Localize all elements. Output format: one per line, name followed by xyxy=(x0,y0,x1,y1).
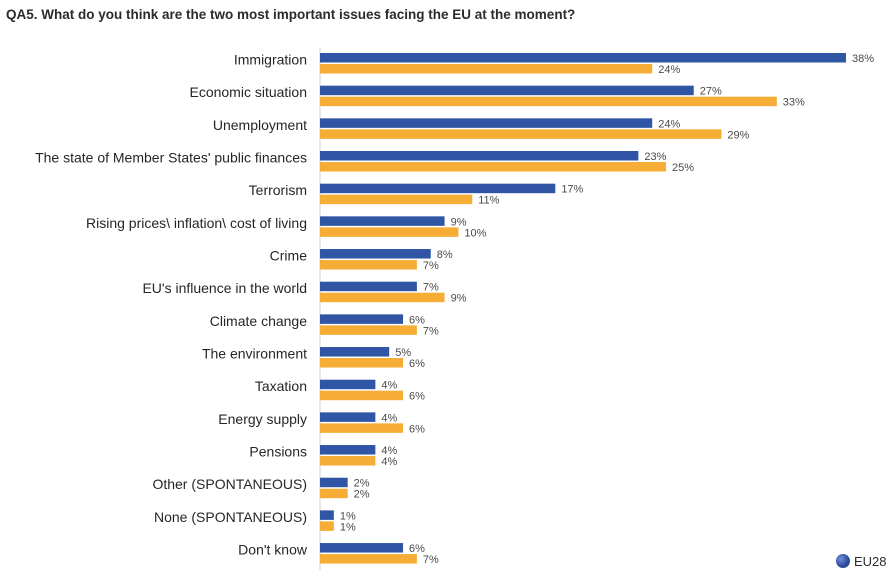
category-label: Pensions xyxy=(249,444,307,460)
data-label: 38% xyxy=(852,53,874,65)
bar-series-1 xyxy=(320,347,390,357)
data-label: 7% xyxy=(423,282,439,294)
category-label: EU's influence in the world xyxy=(142,280,307,296)
category-label: Economic situation xyxy=(189,84,307,100)
bar-series-2 xyxy=(320,456,376,466)
bar-series-1 xyxy=(320,183,556,194)
chart-title: QA5. What do you think are the two most … xyxy=(6,7,576,22)
bar-series-1 xyxy=(320,314,404,324)
bar-series-2 xyxy=(320,390,404,401)
bar-series-1 xyxy=(320,118,653,128)
data-label: 17% xyxy=(561,184,583,196)
bar-series-1 xyxy=(320,477,348,488)
bar-series-2 xyxy=(320,554,417,564)
bar-series-1 xyxy=(320,510,334,520)
legend-label: EU28 xyxy=(854,553,887,569)
data-label: 9% xyxy=(451,216,467,228)
category-label: Other (SPONTANEOUS) xyxy=(152,476,307,492)
category-label: None (SPONTANEOUS) xyxy=(154,509,307,525)
data-label: 7% xyxy=(423,554,439,566)
data-label: 5% xyxy=(395,347,411,359)
data-label: 6% xyxy=(409,314,425,326)
bar-series-1 xyxy=(320,85,694,96)
data-label: 7% xyxy=(423,260,439,272)
data-label: 1% xyxy=(340,510,356,522)
data-label: 10% xyxy=(464,227,486,239)
category-label: The state of Member States' public finan… xyxy=(35,150,307,166)
bar-series-2 xyxy=(320,64,653,74)
bar-series-1 xyxy=(320,151,639,161)
bar-series-2 xyxy=(320,162,667,172)
bar-series-1 xyxy=(320,412,376,422)
data-label: 24% xyxy=(658,118,680,130)
bar-series-2 xyxy=(320,260,417,270)
bar-series-2 xyxy=(320,521,334,531)
data-label: 33% xyxy=(783,97,805,109)
bar-series-2 xyxy=(320,325,417,335)
category-label: Immigration xyxy=(234,52,307,68)
data-label: 6% xyxy=(409,543,425,555)
bar-series-2 xyxy=(320,358,404,368)
data-label: 27% xyxy=(700,86,722,98)
labels-layer: Immigration 38% 24% Economic situation 27% 33… xyxy=(35,52,874,567)
bar-series-1 xyxy=(320,379,376,390)
data-label: 7% xyxy=(423,325,439,337)
bar-series-2 xyxy=(320,227,459,237)
category-label: Climate change xyxy=(210,313,307,329)
bars-layer xyxy=(320,53,846,564)
legend: EU28 xyxy=(836,552,887,570)
data-label: 4% xyxy=(381,380,397,392)
category-label: Rising prices\ inflation\ cost of living xyxy=(86,215,307,231)
data-label: 25% xyxy=(672,162,694,174)
category-label: Taxation xyxy=(255,378,307,394)
data-label: 6% xyxy=(409,423,425,435)
bar-series-2 xyxy=(320,292,445,303)
category-label: Unemployment xyxy=(213,117,307,133)
bar-series-2 xyxy=(320,488,348,499)
data-label: 6% xyxy=(409,391,425,403)
data-label: 29% xyxy=(727,129,749,141)
data-label: 4% xyxy=(381,412,397,424)
bar-series-1 xyxy=(320,445,376,455)
category-label: Don't know xyxy=(238,542,308,558)
bar-series-2 xyxy=(320,96,777,107)
bar-series-1 xyxy=(320,249,431,259)
data-label: 8% xyxy=(437,249,453,261)
bar-series-2 xyxy=(320,129,722,139)
data-label: 4% xyxy=(381,445,397,457)
data-label: 2% xyxy=(354,489,370,501)
data-label: 6% xyxy=(409,358,425,370)
data-label: 1% xyxy=(340,521,356,533)
globe-icon xyxy=(836,554,850,568)
data-label: 23% xyxy=(644,151,666,163)
data-label: 2% xyxy=(354,478,370,490)
bar-series-2 xyxy=(320,194,473,205)
category-label: The environment xyxy=(202,346,307,362)
bar-series-1 xyxy=(320,53,846,63)
bar-series-1 xyxy=(320,216,445,226)
category-label: Energy supply xyxy=(218,411,307,427)
bar-series-2 xyxy=(320,423,404,433)
data-label: 4% xyxy=(381,456,397,468)
data-label: 11% xyxy=(478,195,499,207)
bar-series-1 xyxy=(320,543,404,553)
bar-series-1 xyxy=(320,281,417,292)
data-label: 9% xyxy=(451,293,467,305)
category-label: Terrorism xyxy=(249,182,307,198)
category-label: Crime xyxy=(270,248,308,264)
data-label: 24% xyxy=(658,64,680,76)
